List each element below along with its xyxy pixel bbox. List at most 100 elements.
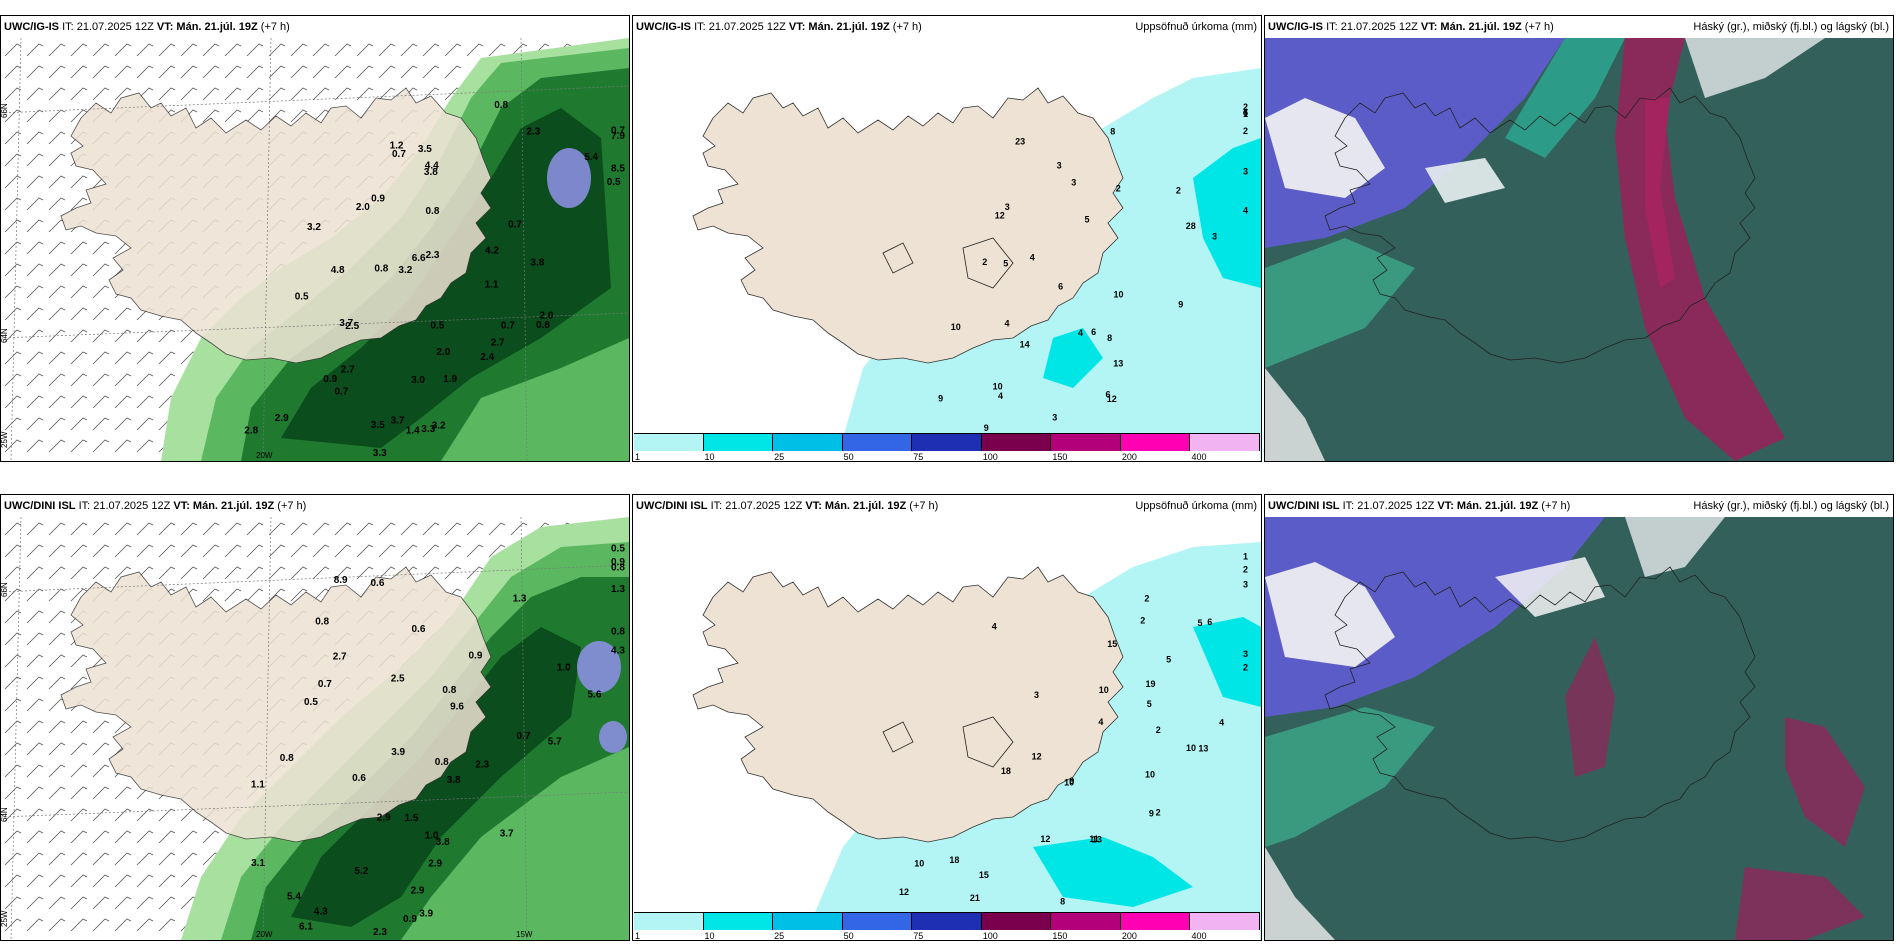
value-label: 8	[1110, 127, 1115, 137]
value-label: 3.8	[530, 258, 544, 269]
value-label: 10	[1114, 290, 1124, 300]
value-label: 0.7	[508, 220, 522, 231]
value-label: 1.0	[425, 831, 439, 842]
value-label: 0.7	[318, 679, 332, 690]
value-label: 10	[1064, 778, 1074, 788]
value-label: 9	[938, 394, 943, 404]
value-label: 12	[995, 211, 1005, 221]
cloud-cover-map[interactable]	[1265, 517, 1893, 940]
colorbar-swatch	[703, 433, 774, 451]
value-label: 4.3	[611, 646, 625, 657]
colorbar-label: 150	[1052, 931, 1068, 941]
lon-label-25: 25W	[1, 910, 9, 927]
value-label: 4.2	[485, 246, 499, 257]
value-label: 0.9	[403, 914, 417, 925]
precip-wind-map[interactable]: 66N 64N 25W 20W 15W 0.5 0.8 0.9 1.3 8.9 0.6 1.…	[1, 517, 629, 940]
value-label: 1	[1243, 109, 1248, 119]
value-label: 1.0	[557, 663, 571, 674]
value-label: 3.1	[251, 858, 265, 869]
colorbar-swatch	[981, 433, 1052, 451]
precip-wind-map[interactable]: 66N 64N 25W 20W 0.7 0.8 1.2 2.3 3.5 7.9 0.7 4.4…	[1, 38, 629, 461]
value-label: 3	[1243, 167, 1248, 177]
accum-precip-map[interactable]: 4 1 6 2 2 8 23 3 3 2 2 3 3 5 4 12 28 3 2 5 4 10 9 6 10 4 8 6 4 14 13 10…	[633, 38, 1261, 461]
value-label: 9	[1069, 776, 1074, 786]
value-label: 12	[899, 887, 909, 897]
value-label: 3.5	[371, 420, 385, 431]
value-label: 12	[1040, 834, 1050, 844]
value-label: 8.9	[334, 575, 348, 586]
value-label: 3.8	[424, 167, 438, 178]
colorbar-swatch	[842, 433, 913, 451]
value-label: 3.2	[398, 265, 412, 276]
value-label: 1.4	[406, 426, 420, 437]
panel-title: Uppsöfnuð úrkoma (mm)	[1135, 21, 1257, 33]
value-label: 0.6	[371, 578, 385, 589]
precip-panel-igis: UWC/IG-IS IT: 21.07.2025 12Z VT: Mán. 21…	[0, 15, 630, 462]
colorbar-label: 50	[843, 452, 854, 462]
value-label: 2	[982, 257, 987, 267]
value-label: 3.3	[373, 448, 387, 459]
value-label: 10	[1145, 770, 1155, 780]
value-label: 2.5	[345, 321, 359, 332]
lon-label-15: 15W	[516, 930, 533, 939]
colorbar-label: 75	[913, 931, 924, 941]
value-label: 5	[1003, 258, 1008, 268]
panel-title: Háský (gr.), miðský (fj.bl.) og lágský (…	[1693, 500, 1889, 512]
accum-precip-panel-dini: UWC/DINI ISL IT: 21.07.2025 12Z VT: Mán.…	[632, 494, 1262, 941]
value-label: 18	[949, 855, 959, 865]
accum-precip-map[interactable]: 2 1 3 2 2 5 4 6 15 2 3 5 3 10 19 4 5 2 4 10 18 13 12 9 10 10 2 9 11 1…	[633, 517, 1261, 940]
value-label: 0.8	[315, 617, 329, 628]
value-label: 5.7	[548, 737, 562, 748]
panel-header: UWC/DINI ISL IT: 21.07.2025 12Z VT: Mán.…	[1265, 495, 1893, 517]
value-label: 8	[1060, 897, 1065, 907]
panel-header: UWC/DINI ISL IT: 21.07.2025 12Z VT: Mán.…	[633, 495, 1261, 517]
value-label: 3.7	[391, 416, 405, 427]
panel-header: UWC/IG-IS IT: 21.07.2025 12Z VT: Mán. 21…	[633, 16, 1261, 38]
value-label: 6	[1106, 390, 1111, 400]
value-label: 13	[1092, 835, 1102, 845]
value-label: 4	[1005, 319, 1010, 329]
value-label: 4	[992, 622, 997, 632]
value-label: 6.1	[299, 922, 313, 933]
value-label: 4.8	[331, 265, 345, 276]
value-label: 1.9	[443, 374, 457, 385]
value-label: 13	[1198, 744, 1208, 754]
value-label: 0.8	[435, 757, 449, 768]
lat-label-64: 64N	[1, 328, 9, 343]
value-label: 3.3	[421, 424, 435, 435]
colorbar-swatch	[634, 912, 704, 930]
value-label: 3.0	[411, 375, 425, 386]
value-label: 3.2	[307, 222, 321, 233]
value-label: 0.8	[536, 320, 550, 331]
colorbar-swatch	[912, 912, 982, 930]
value-label: 2.0	[356, 202, 370, 213]
value-label: 6	[1091, 327, 1096, 337]
value-label: 3.8	[436, 837, 450, 848]
value-label: 10	[914, 859, 924, 869]
value-label: 0.9	[611, 557, 625, 568]
lat-label-66: 66N	[1, 582, 9, 597]
value-label: 0.7	[517, 731, 531, 742]
value-label: 3	[1071, 177, 1076, 187]
colorbar-label: 400	[1191, 452, 1207, 462]
colorbar-label: 1	[635, 452, 641, 462]
value-label: 2	[1156, 725, 1161, 735]
panel-header: UWC/IG-IS IT: 21.07.2025 12Z VT: Mán. 21…	[4, 21, 290, 33]
value-label: 5.6	[588, 690, 602, 701]
value-label: 2.0	[436, 347, 450, 358]
cloud-cover-map[interactable]	[1265, 38, 1893, 461]
value-label: 6.6	[412, 253, 426, 264]
value-label: 2.0	[540, 310, 554, 321]
colorbar-swatch	[634, 433, 704, 451]
colorbar-swatch	[1190, 912, 1260, 930]
value-label: 9	[984, 423, 989, 433]
value-label: 4	[1098, 717, 1103, 727]
value-label: 5	[1166, 655, 1171, 665]
colorbar-swatch	[703, 912, 774, 930]
value-label: 28	[1186, 221, 1196, 231]
value-label: 9	[1178, 300, 1183, 310]
value-label: 19	[1146, 679, 1156, 689]
value-label: 6	[1058, 282, 1063, 292]
value-label: 2	[1140, 615, 1145, 625]
value-label: 0.8	[442, 685, 456, 696]
